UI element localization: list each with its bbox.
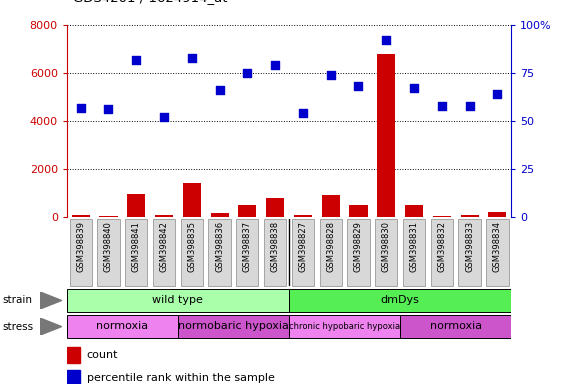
Text: chronic hypobaric hypoxia: chronic hypobaric hypoxia: [289, 321, 400, 331]
FancyBboxPatch shape: [486, 219, 508, 286]
Text: GSM398836: GSM398836: [215, 221, 224, 272]
Point: [382, 37, 391, 43]
Bar: [433, 216, 451, 217]
Point: [298, 110, 307, 116]
Point: [271, 62, 280, 68]
Text: GSM398833: GSM398833: [465, 221, 474, 272]
Polygon shape: [40, 292, 62, 309]
Point: [76, 104, 85, 111]
FancyBboxPatch shape: [98, 219, 120, 286]
Polygon shape: [40, 318, 62, 335]
FancyBboxPatch shape: [431, 219, 453, 286]
FancyBboxPatch shape: [400, 315, 511, 338]
FancyBboxPatch shape: [403, 219, 425, 286]
Point: [437, 103, 446, 109]
Text: GDS4201 / 1624914_at: GDS4201 / 1624914_at: [73, 0, 227, 4]
Text: GSM398841: GSM398841: [132, 221, 141, 272]
FancyBboxPatch shape: [375, 219, 397, 286]
Bar: [71, 215, 89, 217]
Bar: [266, 198, 284, 217]
Bar: [67, 348, 80, 363]
Point: [410, 85, 419, 91]
Text: GSM398829: GSM398829: [354, 221, 363, 272]
FancyBboxPatch shape: [70, 219, 92, 286]
FancyBboxPatch shape: [181, 219, 203, 286]
FancyBboxPatch shape: [153, 219, 175, 286]
Bar: [489, 212, 507, 217]
FancyBboxPatch shape: [289, 315, 400, 338]
Bar: [405, 205, 423, 217]
Text: dmDys: dmDys: [381, 295, 419, 305]
Text: normoxia: normoxia: [430, 321, 482, 331]
Point: [243, 70, 252, 76]
Bar: [183, 184, 201, 217]
FancyBboxPatch shape: [67, 315, 178, 338]
Point: [104, 106, 113, 113]
FancyBboxPatch shape: [320, 219, 342, 286]
FancyBboxPatch shape: [292, 219, 314, 286]
Text: GSM398839: GSM398839: [76, 221, 85, 272]
FancyBboxPatch shape: [209, 219, 231, 286]
Text: GSM398838: GSM398838: [271, 221, 279, 272]
Text: count: count: [87, 351, 119, 361]
Text: GSM398832: GSM398832: [437, 221, 446, 272]
FancyBboxPatch shape: [236, 219, 259, 286]
FancyBboxPatch shape: [264, 219, 286, 286]
Point: [354, 83, 363, 89]
Point: [215, 87, 224, 93]
Text: strain: strain: [3, 295, 33, 306]
Bar: [461, 215, 479, 217]
Point: [187, 55, 196, 61]
FancyBboxPatch shape: [125, 219, 148, 286]
Point: [326, 72, 335, 78]
Text: GSM398842: GSM398842: [160, 221, 168, 272]
Bar: [238, 205, 256, 217]
Text: GSM398837: GSM398837: [243, 221, 252, 272]
Text: percentile rank within the sample: percentile rank within the sample: [87, 373, 275, 383]
Bar: [210, 214, 229, 217]
FancyBboxPatch shape: [67, 289, 289, 312]
Point: [159, 114, 168, 120]
Bar: [377, 54, 395, 217]
Bar: [294, 215, 312, 217]
Text: stress: stress: [3, 321, 34, 332]
Bar: [349, 205, 368, 217]
Bar: [67, 370, 80, 384]
FancyBboxPatch shape: [289, 289, 511, 312]
Text: GSM398834: GSM398834: [493, 221, 502, 272]
Text: GSM398835: GSM398835: [187, 221, 196, 272]
Point: [132, 56, 141, 63]
Bar: [322, 195, 340, 217]
Text: GSM398827: GSM398827: [299, 221, 307, 272]
Point: [493, 91, 502, 97]
FancyBboxPatch shape: [458, 219, 480, 286]
Bar: [127, 194, 145, 217]
Text: GSM398831: GSM398831: [410, 221, 418, 272]
Text: normoxia: normoxia: [96, 321, 148, 331]
Bar: [99, 215, 117, 217]
FancyBboxPatch shape: [347, 219, 370, 286]
Bar: [155, 215, 173, 217]
Point: [465, 103, 474, 109]
FancyBboxPatch shape: [178, 315, 289, 338]
Text: GSM398830: GSM398830: [382, 221, 391, 272]
Text: wild type: wild type: [152, 295, 203, 305]
Text: GSM398840: GSM398840: [104, 221, 113, 272]
Text: normobaric hypoxia: normobaric hypoxia: [178, 321, 289, 331]
Text: GSM398828: GSM398828: [326, 221, 335, 272]
